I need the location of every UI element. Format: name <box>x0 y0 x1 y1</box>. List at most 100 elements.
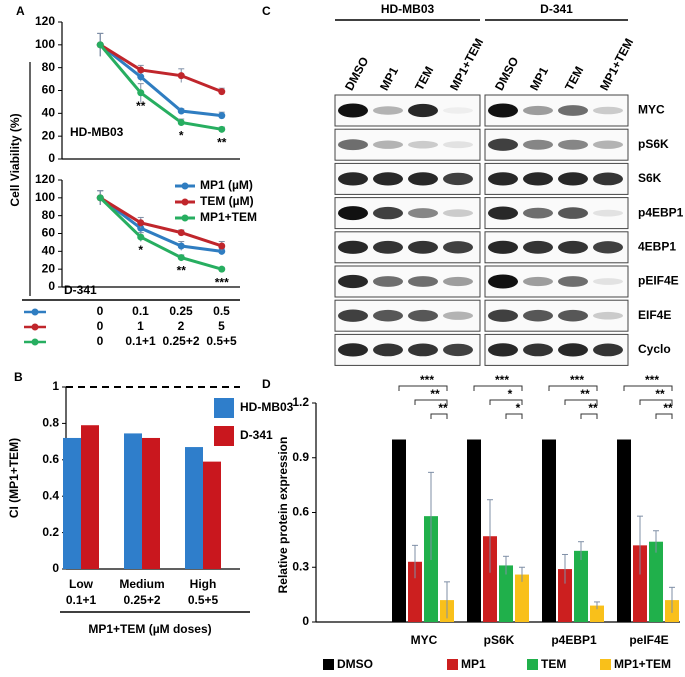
point <box>96 41 104 49</box>
point <box>137 73 145 81</box>
y-tick-label: 100 <box>35 37 55 51</box>
significance: ** <box>438 401 448 415</box>
significance-bracket <box>430 413 448 419</box>
x-tick-sublabel: 0.25+2 <box>123 593 160 607</box>
blot-band <box>523 139 553 150</box>
blot-band <box>558 276 588 287</box>
blot-band <box>593 106 623 115</box>
significance: ** <box>217 135 227 149</box>
blot-band <box>338 309 368 322</box>
y-tick-label: 1.2 <box>292 395 309 409</box>
point <box>218 247 226 255</box>
point <box>137 219 145 227</box>
legend-swatch <box>527 659 538 670</box>
protein-label: p4EBP1 <box>638 205 684 219</box>
significance-bracket <box>414 399 448 405</box>
bar <box>558 569 572 622</box>
lane-label: DMSO <box>342 55 371 93</box>
bar <box>617 439 631 622</box>
blot-band <box>373 140 403 149</box>
significance-bracket <box>473 385 523 391</box>
y-tick-label: 0 <box>48 279 55 293</box>
protein-label: pEIF4E <box>638 274 679 288</box>
y-tick-label: 80 <box>42 60 56 74</box>
y-tick-label: 80 <box>42 208 56 222</box>
blot-band <box>488 240 518 254</box>
bar <box>392 439 406 622</box>
blot-band <box>488 172 518 186</box>
bar <box>467 439 481 622</box>
blot-band <box>443 311 473 320</box>
blot-band <box>373 309 403 322</box>
point <box>96 194 104 202</box>
significance-bracket <box>580 413 598 419</box>
point <box>177 242 185 250</box>
point <box>137 89 145 97</box>
dose-cell: 0.25 <box>169 304 193 318</box>
legend-label: MP1+TEM <box>200 210 257 224</box>
blot-band <box>488 309 518 322</box>
blot-band <box>443 209 473 217</box>
point <box>137 233 145 241</box>
significance: ** <box>136 99 146 113</box>
y-tick-label: 0.6 <box>292 505 309 519</box>
significance: ** <box>588 401 598 415</box>
bar <box>424 516 438 622</box>
blot-band <box>408 343 438 357</box>
blot-band <box>488 138 518 151</box>
row-marker <box>31 323 39 331</box>
significance-bracket <box>548 385 598 391</box>
significance: * <box>179 129 184 143</box>
blot-band <box>558 172 588 186</box>
significance-bracket <box>489 399 523 405</box>
protein-label: 4EBP1 <box>638 239 676 253</box>
y-tick-label: 40 <box>42 244 56 258</box>
point <box>218 242 226 250</box>
blot-band <box>593 172 623 186</box>
bar <box>142 437 160 569</box>
point <box>218 125 226 133</box>
blot-band <box>338 343 368 357</box>
dose-cell: 0.1 <box>132 304 149 318</box>
blot-band <box>523 240 553 254</box>
dose-cell: 0.1+1 <box>125 334 156 348</box>
dose-cell: 0.5+5 <box>206 334 237 348</box>
point <box>218 265 226 273</box>
point <box>177 229 185 237</box>
panel-label: B <box>14 370 23 384</box>
series-line <box>99 43 222 118</box>
legend-swatch <box>214 426 234 446</box>
dose-cell: 0.5 <box>213 304 230 318</box>
dose-cell: 0 <box>97 304 104 318</box>
point <box>177 72 185 80</box>
y-tick-label: 120 <box>35 14 55 28</box>
blot-band <box>558 309 588 322</box>
protein-label: pS6K <box>638 137 669 151</box>
blot-band <box>593 241 623 254</box>
blot-band <box>408 103 438 118</box>
legend-swatch <box>447 659 458 670</box>
significance-bracket <box>564 399 598 405</box>
panel-label: D <box>262 377 271 391</box>
blot-group-label: HD-MB03 <box>381 2 435 16</box>
x-axis-title: MP1+TEM (µM doses) <box>88 622 211 636</box>
legend-swatch <box>323 659 334 670</box>
bar <box>185 447 203 569</box>
blot-panel <box>484 265 629 298</box>
significance: *** <box>215 275 229 289</box>
lane-label: TEM <box>562 64 586 93</box>
y-tick-label: 60 <box>42 226 56 240</box>
legend-label: TEM <box>541 657 566 671</box>
y-tick-label: 40 <box>42 106 56 120</box>
bar <box>515 574 529 622</box>
significance: * <box>508 387 513 401</box>
blot-band <box>443 172 473 186</box>
legend-swatch <box>600 659 611 670</box>
y-tick-label: 0.2 <box>42 525 59 539</box>
blot-band <box>373 206 403 220</box>
bar <box>408 561 422 622</box>
blot-band <box>488 274 518 289</box>
lane-label: TEM <box>412 64 436 93</box>
y-tick-label: 0 <box>48 151 55 165</box>
